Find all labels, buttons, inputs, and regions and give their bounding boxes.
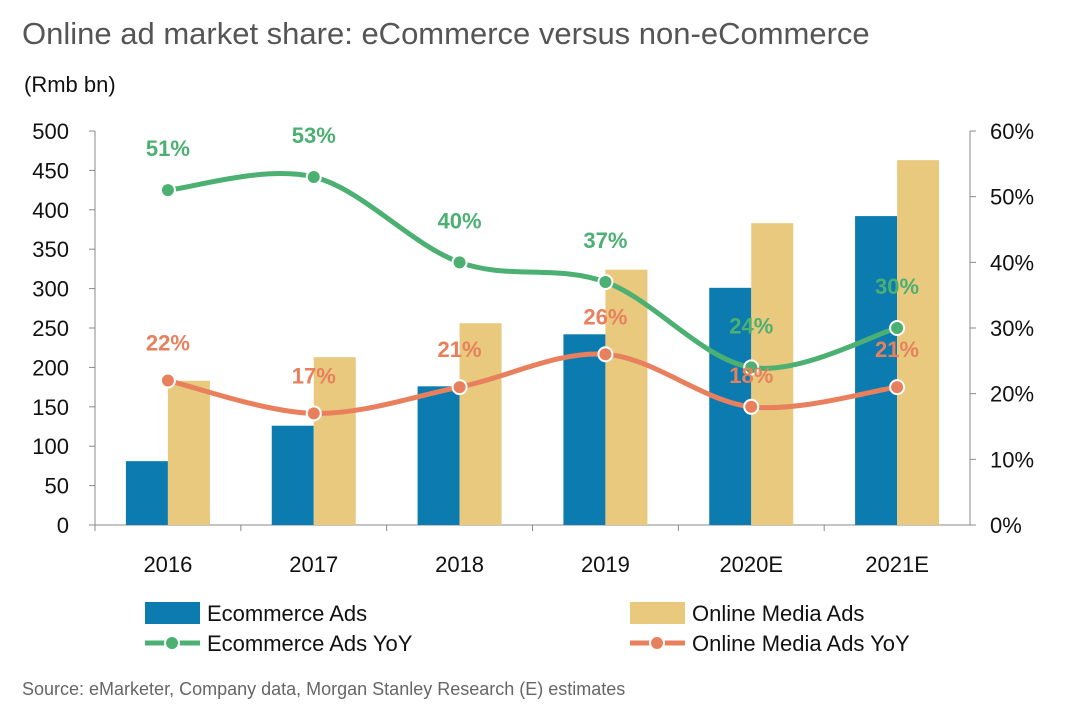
bar-online-media-ads	[459, 323, 502, 525]
line-online-media-ads-yoy	[167, 351, 898, 416]
data-label: 53%	[292, 123, 336, 148]
x-tick-label: 2017	[289, 552, 338, 577]
legend-swatch	[145, 602, 200, 624]
line-point	[159, 182, 176, 199]
bar-ecommerce-ads	[417, 386, 460, 525]
bar-ecommerce-ads	[563, 334, 606, 525]
right-tick-label: 30%	[990, 316, 1034, 341]
legend-label: Online Media Ads	[692, 601, 864, 626]
bar-online-media-ads	[897, 160, 940, 525]
right-tick-label: 0%	[990, 513, 1022, 538]
data-label: 24%	[729, 313, 773, 338]
legend-marker	[649, 635, 665, 651]
data-label: 30%	[875, 274, 919, 299]
bar-online-media-ads	[313, 357, 356, 525]
left-tick-label: 500	[32, 119, 69, 144]
left-tick-label: 100	[32, 434, 69, 459]
x-tick-label: 2016	[143, 552, 192, 577]
right-tick-label: 50%	[990, 185, 1034, 210]
unit-label: (Rmb bn)	[24, 72, 116, 97]
line-point	[889, 320, 906, 336]
left-tick-label: 400	[32, 198, 69, 223]
legend-label: Online Media Ads YoY	[692, 631, 910, 656]
data-label: 51%	[146, 136, 190, 161]
legend-label: Ecommerce Ads YoY	[207, 631, 413, 656]
bar-ecommerce-ads	[855, 216, 898, 525]
line-point	[743, 398, 760, 415]
x-tick-label: 2021E	[865, 552, 929, 577]
right-tick-label: 40%	[990, 250, 1034, 275]
legend-swatch	[630, 602, 685, 624]
right-tick-label: 10%	[990, 447, 1034, 472]
left-tick-label: 300	[32, 277, 69, 302]
bar-online-media-ads	[167, 380, 210, 525]
line-ecommerce-ads-yoy	[167, 171, 898, 371]
right-tick-label: 60%	[990, 119, 1034, 144]
legend-label: Ecommerce Ads	[207, 601, 367, 626]
bar-online-media-ads	[605, 269, 648, 525]
data-label: 21%	[438, 337, 482, 362]
line-point	[597, 346, 614, 363]
legend-marker	[164, 635, 180, 651]
data-label: 37%	[583, 228, 627, 253]
chart-title: Online ad market share: eCommerce versus…	[22, 16, 870, 51]
line-point	[305, 168, 322, 185]
x-tick-label: 2020E	[719, 552, 783, 577]
x-tick-label: 2018	[435, 552, 484, 577]
left-tick-label: 250	[32, 316, 69, 341]
data-label: 26%	[583, 304, 627, 329]
data-label: 17%	[292, 363, 336, 388]
x-tick-label: 2019	[581, 552, 630, 577]
line-point	[159, 372, 176, 389]
left-tick-label: 0	[57, 513, 69, 538]
left-tick-label: 350	[32, 237, 69, 262]
line-point	[451, 254, 468, 271]
bar-online-media-ads	[751, 223, 794, 526]
left-tick-label: 450	[32, 158, 69, 183]
bar-ecommerce-ads	[125, 461, 168, 525]
right-tick-label: 20%	[990, 382, 1034, 407]
bar-ecommerce-ads	[271, 425, 314, 525]
line-point	[889, 379, 906, 396]
left-tick-label: 50	[45, 474, 69, 499]
data-label: 21%	[875, 337, 919, 362]
line-point	[451, 379, 468, 396]
data-label: 18%	[729, 363, 773, 388]
line-point	[305, 405, 322, 422]
data-label: 22%	[146, 331, 190, 356]
source-note: Source: eMarketer, Company data, Morgan …	[22, 679, 625, 699]
left-tick-label: 200	[32, 355, 69, 380]
data-label: 40%	[438, 208, 482, 233]
line-point	[743, 359, 760, 376]
left-tick-label: 150	[32, 395, 69, 420]
line-point	[597, 274, 614, 291]
